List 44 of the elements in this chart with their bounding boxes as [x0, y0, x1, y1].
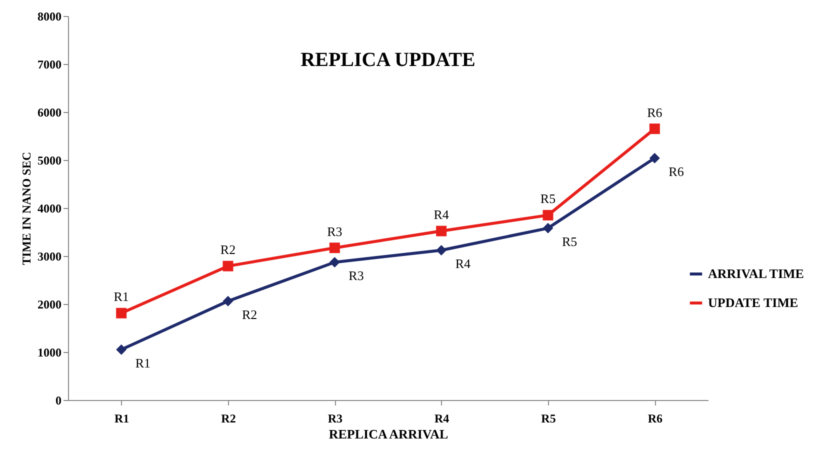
point [436, 226, 447, 236]
text: REPLICA UPDATE [300, 49, 476, 71]
annotation: R3 [348, 268, 364, 284]
annotation: R3 [327, 224, 342, 239]
y-tick-label: 0 [56, 394, 62, 408]
point [222, 296, 234, 306]
annotation: R5 [540, 191, 556, 206]
y-tick-label: 6000 [38, 106, 62, 120]
annotation: R5 [562, 234, 578, 250]
y-tick-label: 5000 [38, 154, 62, 168]
x-tick-label: R1 [114, 412, 130, 426]
x-tick-label: R2 [221, 412, 236, 426]
point [329, 256, 340, 268]
point [329, 242, 340, 254]
point [116, 308, 127, 318]
y-tick-label: 7000 [38, 58, 62, 72]
legend-label: ARRIVAL TIME [708, 266, 804, 281]
annotation: R2 [242, 307, 258, 322]
point [542, 210, 554, 220]
annotation: R4 [455, 256, 472, 272]
legend-label: UPDATE TIME [708, 295, 798, 310]
point [222, 260, 234, 272]
point [116, 344, 127, 355]
annotation: R1 [135, 356, 151, 371]
annotation: R2 [220, 242, 236, 258]
y-axis-title: TIME IN NANO SEC [20, 152, 34, 266]
x-tick-label: R3 [328, 412, 343, 426]
y-tick-label: 2000 [38, 298, 62, 312]
x-tick-label: R6 [648, 412, 663, 426]
x-tick-label: R4 [434, 412, 450, 426]
annotation: R1 [114, 289, 129, 304]
point [436, 244, 447, 256]
annotation: R4 [434, 207, 450, 222]
y-tick-label: 8000 [38, 10, 62, 24]
annotation: R6 [647, 104, 663, 120]
annotation: R6 [668, 164, 684, 180]
y-tick-label: 4000 [38, 202, 62, 216]
x-tick-label: R5 [541, 412, 556, 426]
y-tick-label: 3000 [38, 250, 62, 264]
point [649, 124, 660, 134]
point [649, 152, 660, 164]
x-axis-title: REPLICA ARRIVAL [328, 426, 448, 442]
point [542, 222, 554, 234]
y-tick-label: 1000 [38, 346, 62, 360]
